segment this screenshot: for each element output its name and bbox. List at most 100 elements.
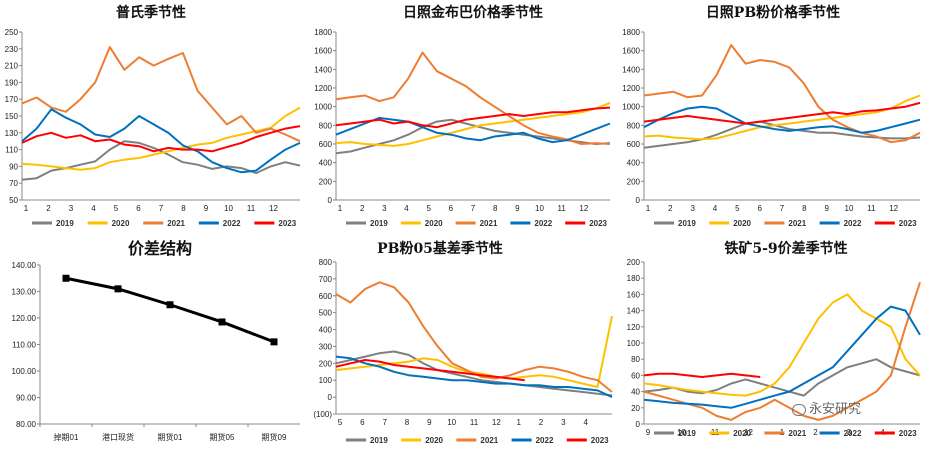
series-line-2023 <box>21 125 301 153</box>
watermark: 永安研究 <box>792 398 861 417</box>
legend-label: 2019 <box>370 219 388 228</box>
legend-label: 2023 <box>278 219 296 228</box>
x-tick-label: 4 <box>404 204 409 213</box>
y-tick-label: 100 <box>319 376 333 385</box>
legend-label: 2020 <box>733 429 751 438</box>
y-tick-label: 110.00 <box>12 341 36 350</box>
series-line-2022 <box>643 105 921 134</box>
legend-label: 2022 <box>223 219 241 228</box>
x-tick-label: 10 <box>535 204 544 213</box>
y-tick-label: 40 <box>631 388 640 397</box>
x-tick-label: 6 <box>757 204 762 213</box>
x-tick-label: 4 <box>713 204 718 213</box>
x-tick-label: 11 <box>558 204 567 213</box>
x-tick-label: 3 <box>847 428 852 437</box>
series-line-2021 <box>335 51 611 145</box>
chart-title: PB粉05基差季节性 <box>377 240 503 257</box>
series-line-2021 <box>21 46 301 143</box>
x-tick-label: 11 <box>867 204 876 213</box>
x-tick-label: 10 <box>845 204 854 213</box>
series-line-2019 <box>335 350 613 397</box>
series-line-2020 <box>335 101 611 147</box>
y-tick-label: 150 <box>5 112 19 121</box>
x-tick-label: 10 <box>677 428 686 437</box>
y-tick-label: 80.00 <box>16 420 37 429</box>
wechat-icon <box>792 403 806 416</box>
y-tick-label: 120 <box>627 323 641 332</box>
y-tick-label: 140.00 <box>12 261 37 270</box>
series-line-2021 <box>643 44 921 144</box>
y-tick-label: 1600 <box>622 47 640 56</box>
series-line-2019 <box>335 118 611 155</box>
y-tick-label: 200 <box>627 177 641 186</box>
x-tick-label: 2 <box>360 204 365 213</box>
x-tick-label: 11 <box>247 204 256 213</box>
y-tick-label: 230 <box>5 45 19 54</box>
x-tick-label: 12 <box>744 428 753 437</box>
x-tick-label: 期货05 <box>210 432 235 442</box>
x-tick-label: 5 <box>735 204 740 213</box>
y-tick-label: 600 <box>627 140 641 149</box>
series-line-2022 <box>21 108 301 174</box>
x-tick-label: 1 <box>516 418 521 427</box>
x-tick-label: 1 <box>646 204 651 213</box>
x-tick-label: 9 <box>427 418 432 427</box>
legend-label: 2021 <box>788 429 806 438</box>
legend-label: 2019 <box>370 436 388 445</box>
series-line-2023 <box>335 359 525 382</box>
x-tick-label: 5 <box>338 418 343 427</box>
legend-label: 2023 <box>899 219 917 228</box>
x-tick-label: 1 <box>338 204 343 213</box>
x-tick-label: 9 <box>515 204 520 213</box>
legend-label: 2020 <box>425 219 443 228</box>
x-tick-label: 9 <box>646 428 651 437</box>
y-tick-label: 20 <box>631 404 640 413</box>
y-tick-label: 500 <box>319 309 333 318</box>
series-line-2023 <box>643 101 921 125</box>
x-tick-label: 12 <box>269 204 278 213</box>
y-tick-label: 170 <box>5 95 19 104</box>
legend-label: 2022 <box>534 219 552 228</box>
data-point <box>218 318 226 326</box>
y-tick-label: 130.00 <box>12 288 37 297</box>
legend-label: 2021 <box>788 219 806 228</box>
series-line-2019 <box>643 358 921 397</box>
y-tick-label: 1400 <box>314 65 332 74</box>
x-tick-label: 2 <box>539 418 544 427</box>
legend-label: 2020 <box>425 436 443 445</box>
x-tick-label: 10 <box>224 204 233 213</box>
data-point <box>166 301 174 309</box>
y-tick-label: 1000 <box>622 103 640 112</box>
series-line-2020 <box>643 293 921 397</box>
x-tick-label: 6 <box>136 204 141 213</box>
y-tick-label: 400 <box>627 159 641 168</box>
y-tick-label: 0 <box>328 393 333 402</box>
y-tick-label: 0 <box>328 196 333 205</box>
y-tick-label: 1200 <box>314 84 332 93</box>
x-tick-label: 7 <box>382 418 387 427</box>
y-tick-label: 700 <box>319 275 333 284</box>
y-tick-label: 600 <box>319 292 333 301</box>
y-tick-label: 130 <box>5 129 19 138</box>
series-line-2021 <box>335 281 613 393</box>
y-tick-label: 800 <box>627 121 641 130</box>
chart-title: 日照金布巴价格季节性 <box>403 4 543 21</box>
y-tick-label: (100) <box>313 410 332 419</box>
y-tick-label: 200 <box>319 359 333 368</box>
series-line-2019 <box>643 120 921 149</box>
x-tick-label: 2 <box>813 428 818 437</box>
y-tick-label: 70 <box>9 179 18 188</box>
x-tick-label: 9 <box>204 204 209 213</box>
data-point <box>270 338 278 346</box>
y-tick-label: 1000 <box>314 103 332 112</box>
legend-label: 2022 <box>536 436 554 445</box>
y-tick-label: 250 <box>5 28 19 37</box>
chart-basis: PB粉05基差季节性 (100) 0 100 200 300 400 500 600 700 800… <box>313 240 613 445</box>
series-line-2022 <box>643 305 921 409</box>
chart-spread: 价差结构 80.00 90.00 100.00 110.00 120.00 130.00 14… <box>12 239 300 442</box>
x-tick-label: 7 <box>471 204 476 213</box>
x-tick-label: 2 <box>46 204 51 213</box>
legend-label: 2020 <box>733 219 751 228</box>
